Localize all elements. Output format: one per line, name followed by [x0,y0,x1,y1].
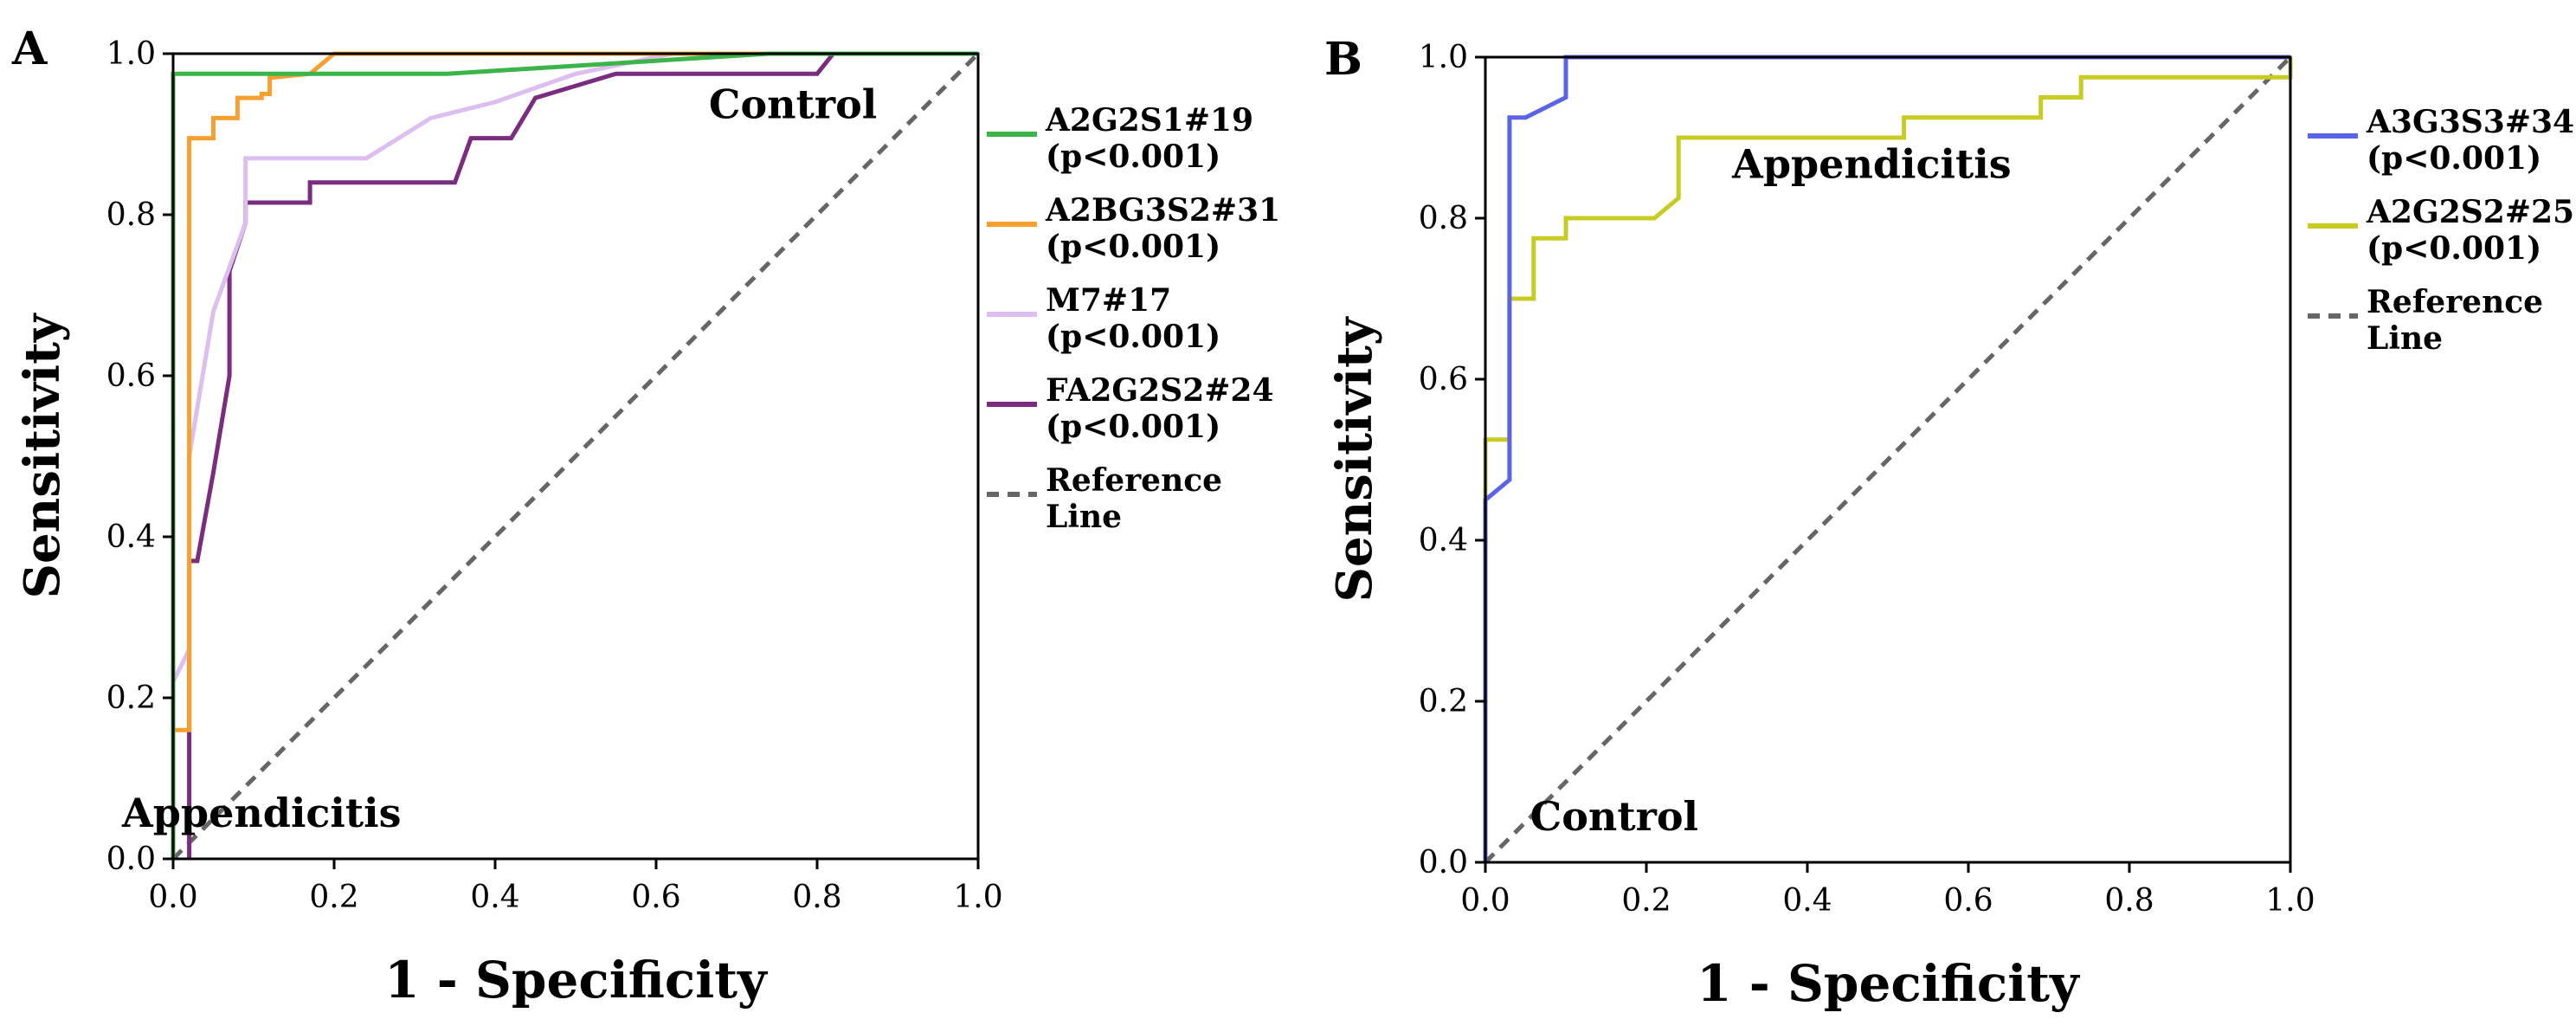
x-tick-label: 0.0 [1460,883,1510,919]
x-tick-label: 0.6 [1943,883,1993,919]
legend-label: Reference [1046,462,1222,499]
legend-sublabel: Line [1046,499,1122,535]
panel-a: A 0.0 0.2 0.4 0.6 0.8 1.0 0.0 0.2 0.4 0.6 0.8 1.0 1 -… [11,23,1280,1009]
legend-label: M7#17 [1046,282,1171,319]
y-tick-label: 0.4 [106,519,156,555]
annotation-label: Control [709,81,877,127]
panel-b: B 0.0 0.2 0.4 0.6 0.8 1.0 0.0 0.2 0.4 0.6 0.8 1.0 1 -… [1324,33,2574,1013]
legend-label: A2BG3S2#31 [1045,192,1280,229]
y-tick-label: 0.0 [106,842,156,877]
legend-label: FA2G2S2#24 [1046,372,1274,409]
annotation-label: Appendicitis [121,790,401,836]
legend-label: A2G2S1#19 [1045,102,1253,139]
y-tick-label: 0.4 [1419,523,1468,558]
legend-sublabel: (p<0.001) [2367,140,2541,177]
legend-label: Reference [2367,284,2543,320]
x-tick-label: 0.6 [631,880,680,915]
annotation-label: Appendicitis [1731,141,2011,188]
plot-frame [171,52,980,861]
x-axis-title: 1 - Specificity [1697,954,2081,1013]
reference-line [1484,55,2292,864]
y-tick-label: 0.0 [1419,845,1468,880]
legend-sublabel: (p<0.001) [1046,319,1220,355]
x-tick-label: 1.0 [2265,883,2315,919]
y-axis-title: Sensitivity [14,313,71,598]
annotation-label: Control [1530,793,1698,840]
x-tick-label: 0.2 [1621,883,1671,919]
x-tick-label: 0.8 [792,880,841,915]
y-tick-label: 0.2 [1419,684,1468,719]
y-tick-label: 1.0 [106,36,156,72]
y-tick-label: 1.0 [1419,40,1468,75]
y-tick-label: 0.2 [106,680,156,716]
y-tick-label: 0.8 [1419,201,1468,236]
y-tick-label: 0.6 [106,358,156,394]
legend-sublabel: (p<0.001) [2367,230,2541,267]
legend-sublabel: (p<0.001) [1046,229,1220,265]
panel-letter: B [1324,33,1362,86]
x-tick-label: 0.2 [309,880,358,915]
x-tick-label: 0.4 [1782,883,1832,919]
x-axis-title: 1 - Specificity [384,951,769,1009]
legend-sublabel: (p<0.001) [1046,139,1220,175]
legend-label: A2G2S2#25 [2366,194,2574,230]
series-line-a3g3s3-34 [1483,55,2290,862]
y-tick-label: 0.6 [1419,362,1468,397]
reference-line [171,52,980,861]
series-line-fa2g2s2-24 [187,51,978,859]
legend-label: A3G3S3#34 [2366,104,2574,140]
x-tick-label: 0.4 [470,880,519,915]
legend-sublabel: Line [2367,320,2443,357]
y-axis-title: Sensitivity [1326,316,1383,602]
plot-frame [1484,55,2292,864]
x-tick-label: 0.8 [2104,883,2154,919]
x-tick-label: 1.0 [953,880,1002,915]
series-line-m7-17 [171,51,978,683]
x-tick-label: 0.0 [148,880,197,915]
panel-letter: A [11,23,48,75]
series-line-a2bg3s2-31 [173,51,978,732]
y-tick-label: 0.8 [106,197,156,233]
legend-sublabel: (p<0.001) [1046,409,1220,445]
